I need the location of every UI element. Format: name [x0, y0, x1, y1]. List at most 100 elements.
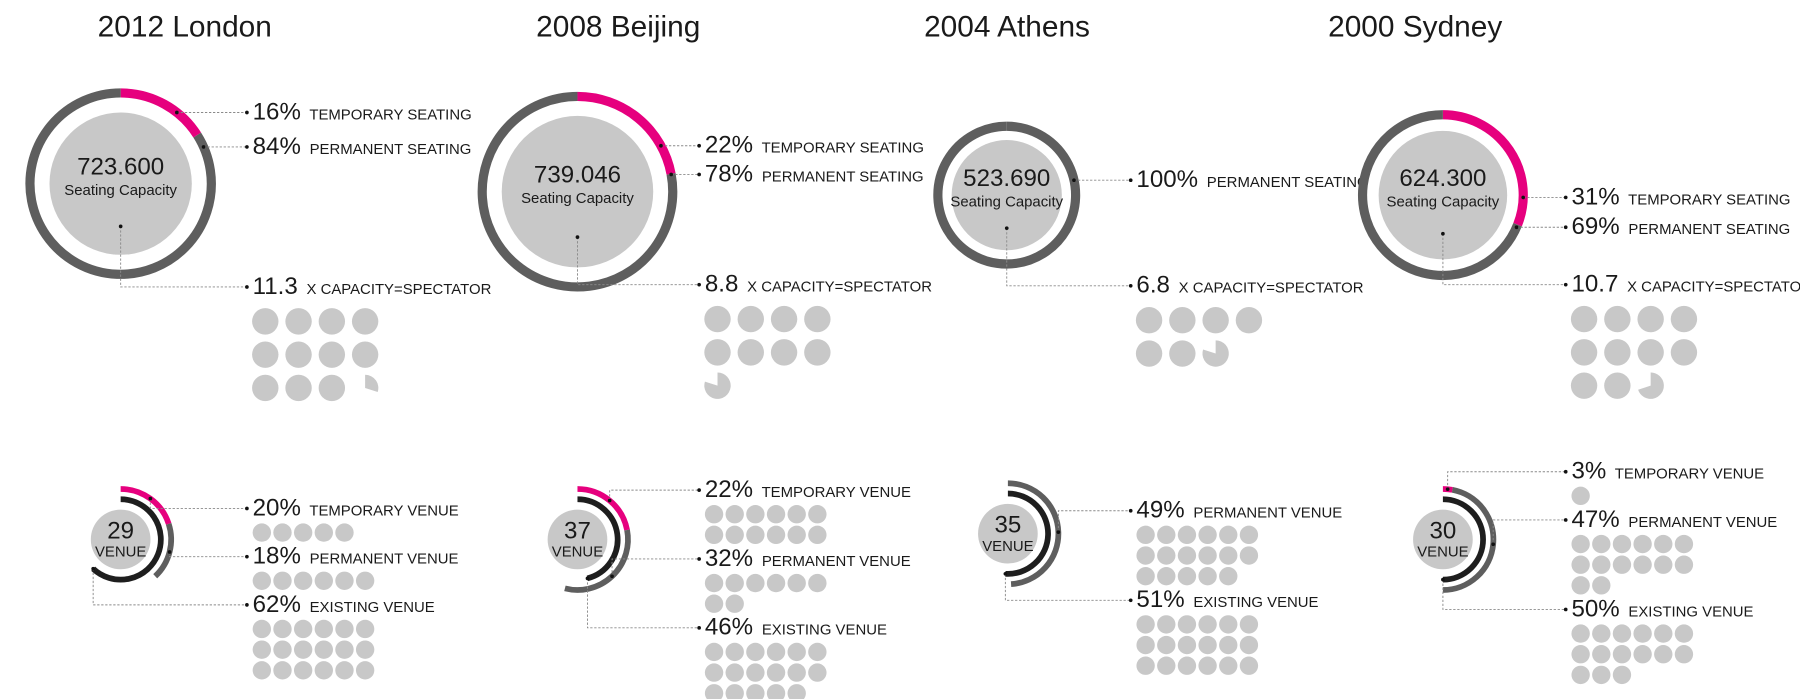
city-panel-2008-beijing: 2008 Beijing 739.046 Seating Capacity 22% T…	[477, 11, 932, 699]
seating-label-permanent: 100% PERMANENT SEATING	[1136, 166, 1368, 193]
label-text: PERMANENT SEATING	[305, 141, 471, 158]
venue-dot	[1612, 534, 1632, 554]
venue-label: VENUE	[552, 544, 603, 561]
venue-dot	[252, 571, 272, 590]
seating-label-permanent: 78% PERMANENT SEATING	[705, 160, 924, 187]
leader-dot	[585, 576, 590, 581]
venue-dot	[704, 663, 724, 682]
venue-dot	[808, 525, 827, 545]
capacity-dot	[1637, 339, 1664, 366]
leader-dot	[697, 488, 701, 492]
venue-dot	[746, 642, 765, 662]
venue-dot	[273, 619, 292, 639]
capacity-dot	[804, 305, 831, 333]
leader-dot	[245, 285, 249, 289]
venue-dot	[1592, 576, 1611, 595]
permanent-seating-arc	[477, 91, 678, 292]
leader-line	[120, 226, 247, 288]
venue-label-existing: 51% EXISTING VENUE	[1136, 586, 1318, 613]
venue-dot	[1198, 615, 1217, 634]
venue-dot	[1592, 534, 1611, 554]
venue-dot	[704, 505, 724, 524]
venue-label-existing: 50% EXISTING VENUE	[1571, 595, 1753, 622]
venue-count: 30	[1429, 517, 1456, 544]
capacity-label: Seating Capacity	[950, 194, 1063, 211]
venue-dot	[273, 523, 292, 542]
venue-dot	[808, 642, 827, 662]
venue-dot	[1219, 567, 1238, 586]
leader-line	[1492, 519, 1566, 545]
venue-dot	[335, 661, 354, 680]
leader-line	[1006, 228, 1131, 287]
capacity-dot	[351, 308, 379, 335]
venue-dot	[1239, 525, 1259, 545]
capacity-dot	[737, 305, 764, 333]
leader-line	[1004, 573, 1131, 601]
venue-label-permanent: 49% PERMANENT VENUE	[1136, 497, 1342, 524]
city-title: 2000 Sydney	[1328, 11, 1502, 44]
multiplier-text: X CAPACITY=SPECTATOR	[302, 281, 491, 298]
venue-dot	[725, 642, 744, 662]
venue-dot	[1654, 624, 1673, 643]
leader-line	[1442, 233, 1566, 286]
multiplier-text: X CAPACITY=SPECTATOR	[743, 279, 932, 296]
venue-dot	[766, 642, 786, 662]
permanent-seating-arc	[1357, 110, 1522, 281]
venue-dot	[1654, 534, 1673, 554]
leader-dot	[91, 566, 95, 571]
capacity-dot	[804, 339, 831, 366]
leader-dot	[1491, 542, 1496, 547]
leader-dot	[1521, 195, 1526, 200]
venue-dot	[1674, 645, 1694, 664]
capacity-label: Seating Capacity	[64, 182, 177, 199]
capacity-dot	[1169, 307, 1196, 334]
label-text: EXISTING VENUE	[1624, 603, 1753, 620]
venue-dot	[746, 505, 765, 524]
venue-dot	[314, 661, 333, 680]
capacity-dot	[737, 339, 764, 366]
label-text: PERMANENT SEATING	[758, 168, 924, 185]
venue-dot	[1136, 567, 1155, 586]
venue-dot	[787, 573, 806, 593]
venue-label: VENUE	[1417, 544, 1468, 561]
leader-dot	[1072, 178, 1076, 183]
capacity-dot	[1570, 339, 1598, 366]
existing-venue-arc	[91, 496, 164, 583]
leader-dot	[1128, 283, 1133, 288]
venue-dot	[1592, 555, 1611, 574]
capacity-dot-partial	[365, 374, 379, 393]
label-percent: 78%	[705, 160, 753, 187]
venue-dot	[1136, 635, 1155, 655]
capacity-dot	[252, 341, 279, 368]
venue-circle	[547, 509, 608, 570]
venue-dot	[1654, 555, 1673, 574]
venue-dot	[725, 505, 744, 524]
city-panel-2012-london: 2012 London 723.600 Seating Capacity 16% TE…	[25, 11, 492, 680]
leader-dot	[1128, 598, 1133, 603]
venue-dot	[1177, 546, 1197, 565]
label-text: TEMPORARY VENUE	[758, 484, 911, 501]
capacity-dot	[318, 374, 346, 402]
capacity-label: Seating Capacity	[521, 190, 634, 207]
venue-dot	[1157, 525, 1176, 545]
venue-dot	[335, 619, 354, 639]
label-text: TEMPORARY SEATING	[1624, 191, 1790, 208]
label-percent: 22%	[705, 476, 753, 503]
venue-dot	[1571, 486, 1590, 506]
label-percent: 47%	[1571, 506, 1619, 533]
venue-label-temporary: 20% TEMPORARY VENUE	[253, 494, 459, 521]
capacity-circle	[501, 115, 654, 268]
venue-dot	[1612, 645, 1632, 664]
venue-dot	[335, 640, 354, 659]
multiplier-label: 6.8 X CAPACITY=SPECTATOR	[1136, 272, 1363, 299]
venue-label-existing: 62% EXISTING VENUE	[253, 591, 435, 618]
venue-dot	[1592, 665, 1611, 685]
leader-dot	[1563, 518, 1568, 522]
venue-dot	[1633, 534, 1652, 554]
leader-line	[609, 489, 700, 501]
capacity-circle	[1378, 130, 1508, 260]
label-text: PERMANENT VENUE	[758, 553, 911, 570]
city-title: 2008 Beijing	[536, 11, 700, 44]
capacity-dot	[252, 308, 279, 335]
temporary-seating-arc	[120, 88, 202, 138]
